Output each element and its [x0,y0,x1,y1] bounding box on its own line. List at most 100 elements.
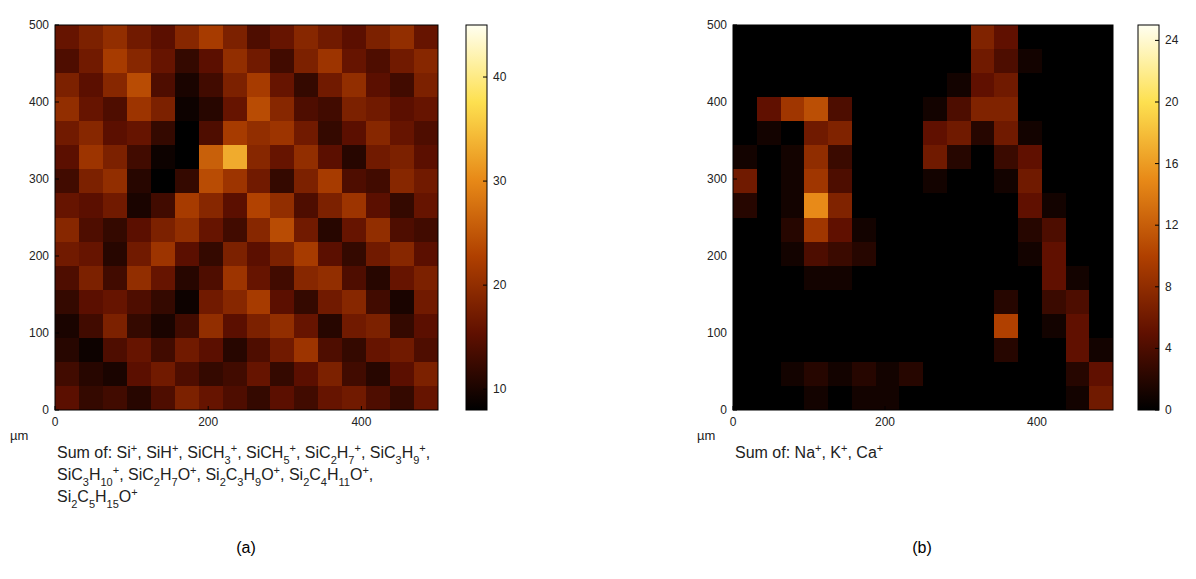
heat-cell [294,145,319,170]
heat-cell [270,49,295,74]
heat-cell [828,290,852,315]
text-run: , [369,466,373,483]
heat-cell [366,386,391,410]
heat-cell [733,266,757,291]
heat-cell [994,193,1018,218]
heat-cell [947,193,971,218]
heat-cell [876,121,900,146]
heat-cell [1089,145,1113,170]
heat-cell [79,49,104,74]
heat-cell [223,121,248,146]
heat-cell [876,25,900,50]
heat-cell [971,338,995,363]
heat-cell [1042,73,1066,98]
heat-cell [294,386,319,410]
heat-cell [852,218,876,243]
heat-cell [247,169,272,194]
text-run: + [877,442,883,454]
heat-cell [79,242,104,267]
heat-cell [1042,145,1066,170]
heat-cell [175,49,200,74]
heat-cell [390,97,415,122]
heat-cell [971,193,995,218]
heat-cell [175,97,200,122]
heat-cell [318,25,343,50]
heat-cell [804,314,828,339]
heat-cell [994,338,1018,363]
heat-cell [1089,73,1113,98]
heat-cell [1089,218,1113,243]
heat-cell [971,97,995,122]
heat-cell [733,386,757,410]
heat-cell [1018,314,1042,339]
heat-cell [828,362,852,387]
heat-cell [127,290,152,315]
text-run: , SiC [119,466,154,483]
heat-cell [757,314,781,339]
heat-cell [270,73,295,98]
text-run: , SiH [137,444,172,461]
heat-cell [270,218,295,243]
heat-cell [899,362,923,387]
heat-cell [781,121,805,146]
heat-cell [1066,25,1090,50]
heat-cell [852,169,876,194]
y-tick [55,256,59,257]
heat-cell [127,169,152,194]
heat-cell [342,386,367,410]
colorbar-tick-label: 12 [1165,218,1179,232]
heat-cell [923,290,947,315]
heat-cell [223,218,248,243]
y-tick-label: 100 [707,326,727,340]
heat-cell [1066,242,1090,267]
heat-cell [390,145,415,170]
heat-cell [103,290,128,315]
heat-cell [733,121,757,146]
text-run: + [131,486,137,498]
heat-cell [79,290,104,315]
heat-cell [223,97,248,122]
heat-cell [151,145,176,170]
heat-cell [270,314,295,339]
y-tick [55,179,59,180]
heat-cell [757,362,781,387]
y-tick [733,179,737,180]
heat-cell [804,73,828,98]
heat-cell [1018,25,1042,50]
heat-cell [103,218,128,243]
heat-cell [947,218,971,243]
text-run: O [119,488,131,505]
heat-cell [1066,338,1090,363]
heat-cell [1018,169,1042,194]
x-tick [885,406,886,410]
heat-cell [247,314,272,339]
heat-cell [971,169,995,194]
heat-cell [852,97,876,122]
heat-cell [390,314,415,339]
heat-cell [390,121,415,146]
heat-cell [151,73,176,98]
heat-cell [852,25,876,50]
heat-cell [1018,242,1042,267]
heat-cell [804,145,828,170]
heat-cell [79,314,104,339]
heat-cell [1089,290,1113,315]
heat-cell [1018,290,1042,315]
heat-cell [342,121,367,146]
heat-cell [247,121,272,146]
text-run: Si [57,488,71,505]
heat-cell [994,145,1018,170]
x-tick [1037,406,1038,410]
heat-cell [366,193,391,218]
heat-cell [151,386,176,410]
heat-cell [1066,314,1090,339]
heat-cell [1089,169,1113,194]
heat-cell [151,169,176,194]
heat-cell [899,266,923,291]
heat-cell [199,266,224,291]
heat-cell [199,73,224,98]
heat-cell [804,386,828,410]
heat-cell [103,73,128,98]
colorbar [1138,25,1159,410]
heat-cell [247,290,272,315]
